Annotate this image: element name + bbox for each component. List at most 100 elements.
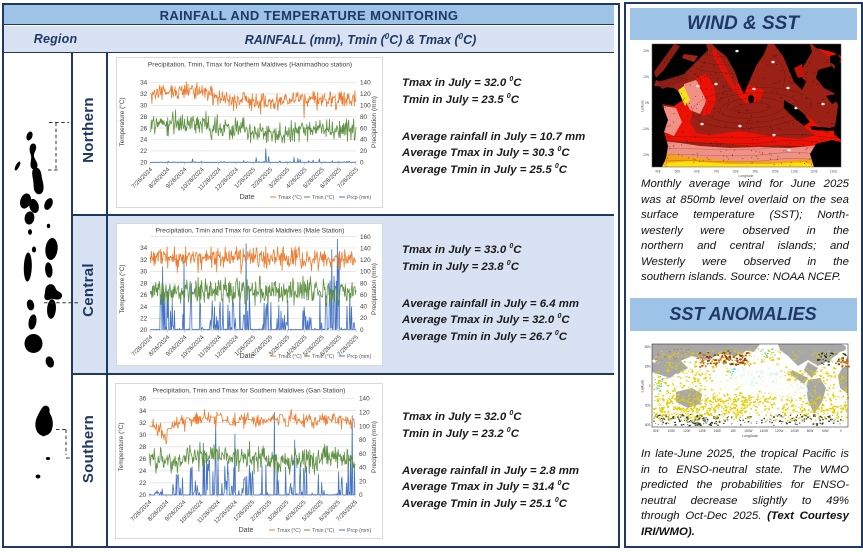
svg-text:20: 20 bbox=[140, 160, 148, 167]
svg-text:0: 0 bbox=[360, 160, 364, 167]
svg-text:20: 20 bbox=[359, 478, 367, 485]
svg-text:34: 34 bbox=[140, 80, 148, 87]
svg-text:40: 40 bbox=[359, 465, 367, 472]
svg-text:160W: 160W bbox=[744, 429, 752, 433]
svg-text:130E: 130E bbox=[830, 170, 837, 174]
svg-text:32: 32 bbox=[140, 91, 148, 98]
svg-text:40E: 40E bbox=[655, 170, 661, 174]
svg-text:Tmin (°C): Tmin (°C) bbox=[312, 354, 335, 360]
svg-text:-20N: -20N bbox=[642, 153, 650, 157]
svg-text:0: 0 bbox=[359, 492, 363, 499]
svg-text:Latitude: Latitude bbox=[640, 100, 644, 112]
svg-text:80: 80 bbox=[360, 280, 368, 287]
svg-text:60: 60 bbox=[360, 125, 368, 132]
svg-text:Longitude: Longitude bbox=[739, 174, 754, 178]
svg-text:100: 100 bbox=[360, 268, 371, 275]
svg-text:80E: 80E bbox=[733, 170, 739, 174]
svg-text:60E: 60E bbox=[694, 170, 700, 174]
svg-text:Temperature (°C): Temperature (°C) bbox=[118, 97, 126, 146]
svg-text:Precipitation (mm): Precipitation (mm) bbox=[371, 421, 378, 473]
svg-text:Precipitation, Tmin and Tmax f: Precipitation, Tmin and Tmax for Souther… bbox=[153, 388, 346, 395]
svg-text:100E: 100E bbox=[771, 170, 778, 174]
svg-text:80E: 80E bbox=[653, 429, 659, 433]
svg-text:Temperature (°C): Temperature (°C) bbox=[118, 264, 126, 313]
svg-text:100: 100 bbox=[359, 423, 370, 430]
svg-text:32: 32 bbox=[139, 420, 147, 427]
svg-text:22: 22 bbox=[140, 148, 148, 155]
svg-text:120: 120 bbox=[359, 410, 370, 417]
svg-text:60: 60 bbox=[359, 451, 367, 458]
svg-text:70E: 70E bbox=[714, 170, 720, 174]
svg-text:24: 24 bbox=[140, 137, 148, 144]
svg-text:Latitude: Latitude bbox=[641, 380, 645, 393]
svg-text:Longitude: Longitude bbox=[742, 434, 758, 438]
svg-text:50E: 50E bbox=[675, 170, 681, 174]
svg-text:20: 20 bbox=[360, 315, 368, 322]
svg-text:160: 160 bbox=[360, 233, 371, 240]
svg-text:26: 26 bbox=[140, 292, 148, 299]
svg-text:Date: Date bbox=[239, 527, 254, 534]
svg-text:140W: 140W bbox=[760, 429, 768, 433]
svg-text:80: 80 bbox=[360, 114, 368, 121]
svg-text:Precipitation (mm): Precipitation (mm) bbox=[371, 96, 378, 148]
svg-text:Tmax (°C): Tmax (°C) bbox=[278, 354, 302, 360]
svg-text:32: 32 bbox=[140, 256, 148, 263]
svg-text:22: 22 bbox=[140, 315, 148, 322]
svg-text:80: 80 bbox=[359, 437, 367, 444]
svg-text:Temperature (°C): Temperature (°C) bbox=[117, 422, 125, 471]
svg-text:0N: 0N bbox=[645, 101, 650, 105]
svg-text:100E: 100E bbox=[668, 429, 675, 433]
svg-text:24: 24 bbox=[140, 303, 148, 310]
svg-text:28: 28 bbox=[140, 114, 148, 121]
svg-text:30S: 30S bbox=[645, 404, 651, 408]
svg-text:28: 28 bbox=[140, 280, 148, 287]
svg-text:160E: 160E bbox=[714, 429, 721, 433]
svg-text:Date: Date bbox=[239, 353, 254, 360]
svg-text:Precipitation, Tmin, Tmax for: Precipitation, Tmin, Tmax for Northern M… bbox=[147, 62, 351, 69]
svg-text:120E: 120E bbox=[683, 429, 690, 433]
svg-text:26: 26 bbox=[140, 125, 148, 132]
svg-text:100W: 100W bbox=[790, 429, 798, 433]
svg-text:Prcp (mm): Prcp (mm) bbox=[347, 354, 371, 360]
svg-text:30N: 30N bbox=[645, 365, 652, 369]
svg-text:Tmin (°C): Tmin (°C) bbox=[312, 195, 335, 201]
svg-text:40: 40 bbox=[360, 303, 368, 310]
svg-text:30: 30 bbox=[139, 432, 147, 439]
svg-text:Tmin (°C): Tmin (°C) bbox=[312, 528, 335, 534]
svg-text:Prcp (mm): Prcp (mm) bbox=[347, 528, 371, 534]
svg-text:180: 180 bbox=[730, 429, 736, 433]
svg-text:-10N: -10N bbox=[642, 127, 650, 131]
svg-text:20: 20 bbox=[140, 327, 148, 334]
svg-text:34: 34 bbox=[140, 245, 148, 252]
svg-text:120E: 120E bbox=[810, 170, 817, 174]
svg-text:40: 40 bbox=[360, 137, 368, 144]
svg-text:140E: 140E bbox=[698, 429, 705, 433]
svg-text:Precipitation, Tmin and Tmax f: Precipitation, Tmin and Tmax for Central… bbox=[155, 227, 344, 234]
svg-text:30: 30 bbox=[140, 103, 148, 110]
svg-text:120: 120 bbox=[360, 91, 371, 98]
svg-text:140: 140 bbox=[360, 245, 371, 252]
svg-text:90E: 90E bbox=[753, 170, 759, 174]
svg-text:22: 22 bbox=[139, 480, 147, 487]
svg-text:20N: 20N bbox=[643, 49, 650, 53]
svg-text:Prcp (mm): Prcp (mm) bbox=[347, 195, 371, 201]
svg-text:Tmax (°C): Tmax (°C) bbox=[278, 195, 302, 201]
svg-text:120W: 120W bbox=[775, 429, 783, 433]
svg-text:20: 20 bbox=[360, 148, 368, 155]
svg-text:26: 26 bbox=[139, 456, 147, 463]
svg-text:100: 100 bbox=[360, 103, 371, 110]
svg-text:110E: 110E bbox=[791, 170, 798, 174]
svg-text:120: 120 bbox=[360, 257, 371, 264]
svg-text:60W: 60W bbox=[822, 429, 829, 433]
svg-text:28: 28 bbox=[139, 444, 147, 451]
svg-text:60: 60 bbox=[360, 291, 368, 298]
svg-text:20: 20 bbox=[139, 492, 147, 499]
svg-text:Tmax (°C): Tmax (°C) bbox=[277, 528, 301, 534]
svg-text:30: 30 bbox=[140, 268, 148, 275]
svg-text:Precipitation (mm): Precipitation (mm) bbox=[371, 263, 378, 315]
svg-text:24: 24 bbox=[139, 468, 147, 475]
svg-text:60S: 60S bbox=[645, 423, 651, 427]
svg-text:140: 140 bbox=[359, 396, 370, 403]
svg-text:80W: 80W bbox=[807, 429, 814, 433]
svg-text:0: 0 bbox=[649, 384, 651, 388]
